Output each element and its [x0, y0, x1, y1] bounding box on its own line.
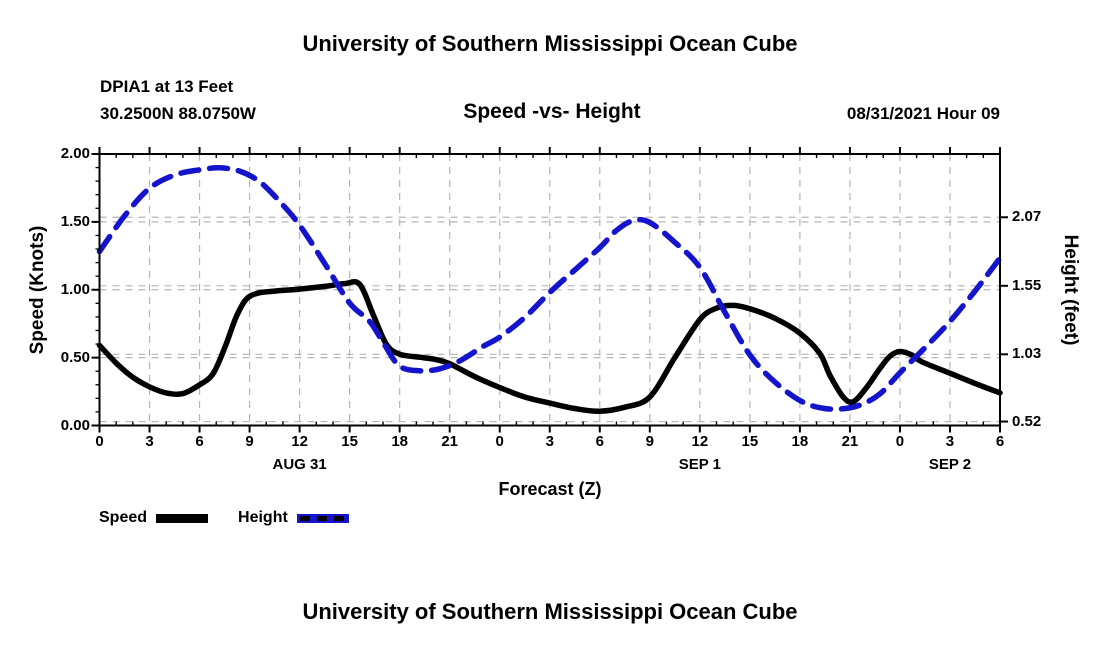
x-tick-label: 3 [945, 433, 955, 450]
legend-swatch-speed [156, 513, 209, 523]
station-label: DPIA1 at 13 Feet [100, 77, 234, 96]
legend-item-speed: Speed [99, 509, 209, 527]
right-tick-label: 1.03 [1012, 345, 1042, 363]
coordinates-label: 30.2500N 88.0750W [100, 104, 256, 123]
x-tick-label: 3 [145, 433, 154, 450]
x-tick-label: 18 [391, 433, 408, 450]
legend-item-height: Height [238, 509, 349, 527]
x-tick-label: 0 [895, 433, 905, 450]
right-tick-label: 1.55 [1012, 276, 1042, 294]
speed-curve [96, 279, 1003, 414]
x-tick-label: 15 [341, 433, 358, 450]
x-tick-label: 12 [691, 433, 709, 450]
x-axis-label: Forecast (Z) [498, 479, 602, 499]
x-tick-label: 12 [291, 433, 308, 450]
right-tick-label: 2.07 [1012, 208, 1042, 226]
x-tick-label: 6 [595, 433, 604, 450]
x-tick-label: 9 [245, 433, 254, 450]
left-tick-label: 0.00 [60, 416, 90, 434]
x-date-label: AUG 31 [272, 456, 327, 473]
bottom-title: University of Southern Mississippi Ocean… [302, 599, 798, 624]
x-tick-label: 9 [645, 433, 654, 450]
left-tick-label: 1.50 [60, 212, 90, 230]
x-tick-label: 15 [741, 433, 759, 450]
top-title: University of Southern Mississippi Ocean… [302, 31, 798, 56]
x-date-label: SEP 2 [928, 456, 972, 473]
left-tick-label: 2.00 [60, 145, 90, 162]
height-curve [96, 165, 1003, 412]
legend-label: Speed [99, 509, 148, 526]
x-tick-label: 6 [195, 433, 204, 450]
left-tick-label: 1.00 [60, 280, 90, 298]
x-date-label: SEP 1 [678, 456, 721, 473]
left-tick-label: 0.50 [60, 348, 90, 366]
datetime-label: 08/31/2021 Hour 09 [846, 104, 1000, 123]
x-tick-label: 21 [841, 433, 859, 450]
x-tick-label: 0 [495, 433, 504, 450]
legend-label: Height [238, 509, 288, 526]
legend: Speed Height [99, 509, 349, 527]
x-tick-label: 6 [995, 433, 1005, 450]
x-tick-label: 21 [441, 433, 459, 450]
plot-title: Speed -vs- Height [463, 100, 641, 123]
x-tick-label: 18 [791, 433, 809, 450]
x-tick-label: 3 [545, 433, 554, 450]
legend-swatch-height [296, 513, 349, 523]
x-tick-label: 0 [95, 433, 104, 450]
right-tick-label: 0.52 [1012, 412, 1042, 430]
